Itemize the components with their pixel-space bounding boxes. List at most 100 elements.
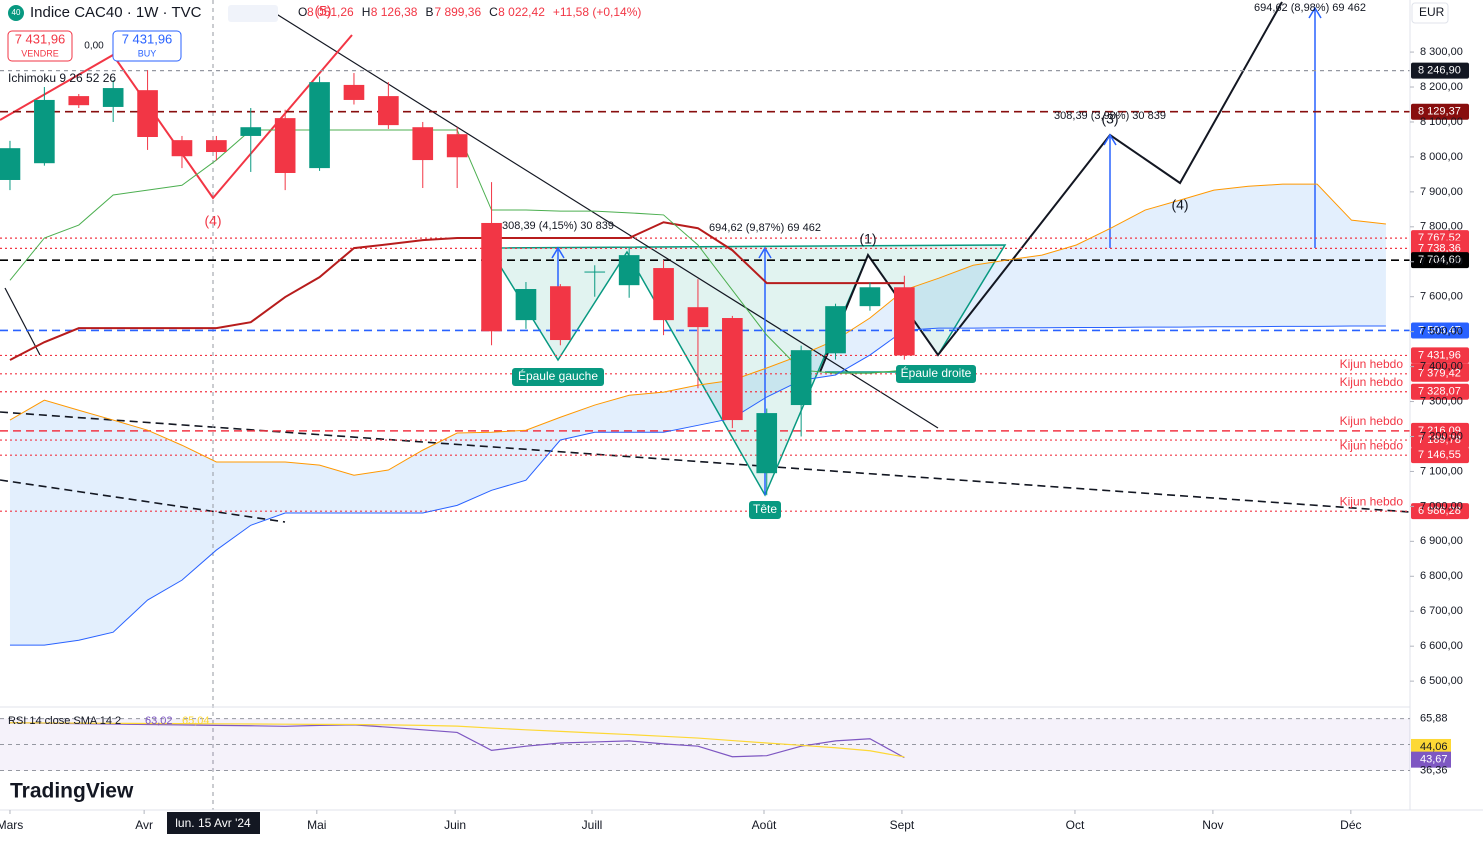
indicator-label[interactable]: Ichimoku 9 26 52 26 bbox=[8, 71, 116, 85]
candle-body bbox=[137, 90, 158, 137]
symbol[interactable]: Indice CAC40 · 1W · TVC bbox=[30, 4, 202, 21]
candle-body bbox=[825, 306, 846, 354]
level-tag: Kijun hebdo bbox=[1340, 375, 1404, 389]
rsi-label-box bbox=[1411, 751, 1451, 768]
candle-body bbox=[859, 287, 881, 307]
candle-body bbox=[550, 286, 571, 341]
candle-body bbox=[102, 88, 124, 107]
y-tick-label: 8 200,00 bbox=[1420, 81, 1463, 93]
level-label: 7 704,60 bbox=[1418, 254, 1461, 266]
ohlc-value: 8 022,42 bbox=[498, 5, 545, 19]
x-tick-label: Juill bbox=[582, 818, 603, 832]
level-label: 7 146,55 bbox=[1418, 449, 1461, 461]
buy-button[interactable] bbox=[112, 30, 182, 62]
level-label-box bbox=[1411, 252, 1469, 269]
candle-body bbox=[687, 307, 709, 328]
candle-body bbox=[446, 134, 468, 158]
annotation: 308,39 (4,15%) 30 839 bbox=[502, 220, 614, 232]
level-label-box bbox=[1411, 432, 1469, 449]
logo: TradingView bbox=[10, 780, 134, 803]
buy-label: BUY bbox=[138, 48, 157, 58]
sell-label: VENDRE bbox=[21, 48, 59, 58]
y-tick-label: 7 600,00 bbox=[1420, 291, 1463, 303]
pattern-label-box bbox=[749, 501, 781, 519]
level-label: 8 246,90 bbox=[1418, 65, 1461, 77]
y-tick-label: 7 100,00 bbox=[1420, 465, 1463, 477]
x-tick-label: Avr bbox=[135, 818, 153, 832]
y-tick-label: 7 800,00 bbox=[1420, 221, 1463, 233]
candle-body bbox=[756, 413, 778, 474]
annotation: 694,62 (9,87%) 69 462 bbox=[709, 222, 821, 234]
y-tick-label: 6 600,00 bbox=[1420, 640, 1463, 652]
head-shoulders-pattern bbox=[487, 244, 1007, 497]
y-tick-label: 6 700,00 bbox=[1420, 605, 1463, 617]
currency-button[interactable] bbox=[1411, 2, 1449, 24]
level-label: 7 379,42 bbox=[1418, 368, 1461, 380]
level-label: 7 431,96 bbox=[1418, 349, 1461, 361]
pattern-label: Épaule gauche bbox=[518, 368, 598, 383]
ohlc-key: H bbox=[362, 5, 371, 19]
candle-body bbox=[584, 271, 606, 273]
candle-body bbox=[240, 127, 262, 136]
trend-line bbox=[4, 287, 41, 356]
x-tick-label: Sept bbox=[890, 818, 915, 832]
rsi-name: RSI 14 close SMA 14 2 bbox=[8, 715, 121, 727]
trend-line bbox=[0, 411, 1411, 513]
rsi-label: 36,36 bbox=[1420, 764, 1448, 776]
y-tick-label: 8 300,00 bbox=[1420, 46, 1463, 58]
pattern-label-box bbox=[512, 368, 604, 386]
y-tick-label: 7 700,00 bbox=[1420, 256, 1463, 268]
sell-button[interactable] bbox=[7, 30, 73, 62]
rsi-value: 63,02 bbox=[145, 715, 173, 727]
level-tag: Kijun hebdo bbox=[1340, 438, 1404, 452]
y-tick-label: 8 100,00 bbox=[1420, 116, 1463, 128]
level-label-box bbox=[1411, 503, 1469, 520]
candle-body bbox=[34, 99, 55, 164]
rsi-label-box bbox=[1411, 738, 1451, 755]
candle-body bbox=[515, 289, 537, 321]
buy-price: 7 431,96 bbox=[122, 31, 173, 46]
ohlc-key: B bbox=[425, 5, 433, 19]
pattern-label-box bbox=[896, 365, 976, 383]
level-tag: Kijun hebdo bbox=[1340, 414, 1404, 428]
level-label-box bbox=[1411, 62, 1469, 79]
y-tick-label: 7 000,00 bbox=[1420, 500, 1463, 512]
badge-text: 40 bbox=[12, 8, 21, 17]
pattern-label: Épaule droite bbox=[901, 365, 972, 380]
spread: 0,00 bbox=[84, 41, 104, 52]
indicator-line bbox=[9, 325, 1386, 646]
rsi-line bbox=[9, 722, 905, 758]
y-tick-label: 6 800,00 bbox=[1420, 570, 1463, 582]
sell-price: 7 431,96 bbox=[15, 31, 66, 46]
level-tag: Kijun hebdo bbox=[1340, 357, 1404, 371]
level-label: 8 129,37 bbox=[1418, 106, 1461, 118]
x-tick-label: Déc bbox=[1340, 818, 1361, 832]
y-tick-label: 6 500,00 bbox=[1420, 675, 1463, 687]
y-tick-label: 7 300,00 bbox=[1420, 395, 1463, 407]
y-tick-label: 7 900,00 bbox=[1420, 186, 1463, 198]
x-tick-label: Oct bbox=[1066, 818, 1085, 832]
rsi-value: 65,04 bbox=[182, 715, 210, 727]
rsi-label: 43,67 bbox=[1420, 754, 1448, 766]
level-label-box bbox=[1411, 365, 1469, 382]
candle-body bbox=[309, 82, 330, 169]
ohlc-value: 8 126,38 bbox=[371, 5, 418, 19]
y-tick-label: 7 500,00 bbox=[1420, 326, 1463, 338]
ichimoku-cloud bbox=[9, 184, 1386, 646]
level-label: 6 986,28 bbox=[1418, 505, 1461, 517]
candle-body bbox=[412, 127, 434, 161]
annotation: (4) bbox=[204, 213, 221, 229]
candle-body bbox=[0, 148, 21, 180]
annotation: (3) bbox=[1101, 111, 1118, 127]
rsi-label: 65,88 bbox=[1420, 712, 1448, 724]
annotation: (1) bbox=[859, 231, 876, 247]
level-label: 7 738,36 bbox=[1418, 242, 1461, 254]
ohlc-key: O bbox=[298, 5, 307, 19]
indicator-line bbox=[9, 221, 905, 361]
y-tick-label: 7 200,00 bbox=[1420, 430, 1463, 442]
trend-line bbox=[0, 479, 286, 523]
candle-body bbox=[378, 96, 399, 126]
icons[interactable] bbox=[228, 5, 278, 22]
